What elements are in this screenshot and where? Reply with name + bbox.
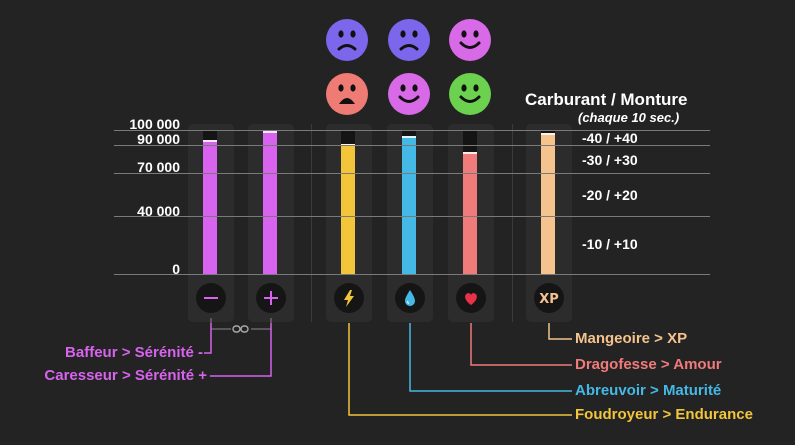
gridline-100000	[114, 130, 710, 131]
foudroyeur-button[interactable]	[334, 283, 364, 313]
happy-face-icon	[448, 72, 492, 116]
scale-label-90000: 90 000	[137, 131, 180, 147]
caresseur-button[interactable]	[256, 283, 286, 313]
scale-label-70000: 70 000	[137, 159, 180, 175]
scale-label-40000: 40 000	[137, 203, 180, 219]
gauge-track-dragofesse	[463, 130, 477, 274]
mangeoire-button[interactable]: XP	[534, 283, 564, 313]
minus-icon	[204, 297, 218, 299]
gauge-track-abreuvoir	[402, 130, 416, 274]
sad-face-icon	[325, 18, 369, 62]
scale-label-100000: 100 000	[129, 116, 180, 132]
header-title: Carburant / Monture	[525, 90, 688, 109]
baffeur-button[interactable]	[196, 283, 226, 313]
group-separator	[311, 124, 312, 322]
abreuvoir-button[interactable]	[395, 283, 425, 313]
legend-mangeoire: Mangeoire > XP	[575, 330, 688, 347]
gauge-fill-caresseur	[263, 131, 277, 274]
rate-label-10: -10 / +10	[582, 236, 638, 252]
gridline-0	[114, 274, 710, 275]
gauge-fill-dragofesse	[463, 152, 477, 274]
rate-label-40: -40 / +40	[582, 130, 638, 146]
gridline-70000	[114, 173, 710, 174]
gauge-track-caresseur	[263, 130, 277, 274]
rate-label-30: -30 / +30	[582, 152, 638, 168]
dragofesse-button[interactable]	[456, 283, 486, 313]
gauge-track-foudroyeur	[341, 130, 355, 274]
legend-foudroyeur: Foudroyeur > Endurance	[575, 406, 753, 423]
header-subtitle: (chaque 10 sec.)	[578, 110, 680, 125]
scale-label-0: 0	[172, 261, 180, 277]
lightning-icon	[344, 290, 354, 307]
shocked-face-icon	[325, 72, 369, 116]
xp-icon: XP	[539, 292, 559, 307]
legend-caresseur: Caresseur > Sérénité +	[44, 367, 207, 384]
gridline-90000	[114, 145, 710, 146]
water-drop-icon	[405, 290, 415, 306]
legend-abreuvoir: Abreuvoir > Maturité	[575, 382, 722, 399]
gauge-fill-abreuvoir	[402, 136, 416, 274]
gridline-40000	[114, 216, 710, 217]
gauge-track-mangeoire	[541, 130, 555, 274]
legend-baffeur: Baffeur > Sérénité -	[65, 344, 203, 361]
heart-icon	[465, 293, 477, 305]
gauge-fill-mangeoire	[541, 133, 555, 274]
plus-icon	[264, 291, 278, 305]
legend-dragofesse: Dragofesse > Amour	[575, 356, 722, 373]
rate-label-20: -20 / +20	[582, 187, 638, 203]
link-icon	[232, 325, 249, 333]
sad-face-icon	[387, 18, 431, 62]
svg-text:XP: XP	[539, 292, 559, 307]
happy-face-icon	[448, 18, 492, 62]
happy-face-icon	[387, 72, 431, 116]
group-separator	[512, 124, 513, 322]
